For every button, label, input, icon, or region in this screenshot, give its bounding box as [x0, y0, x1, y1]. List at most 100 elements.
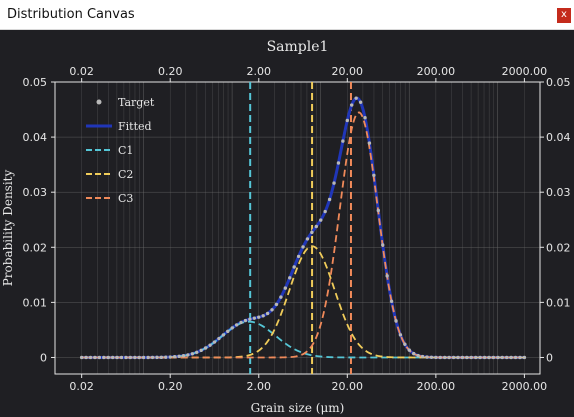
- target-point: [323, 209, 327, 214]
- target-point: [288, 276, 292, 280]
- x-tick-label-bottom: 2000.00: [502, 380, 548, 393]
- target-point: [372, 173, 376, 177]
- target-point: [177, 354, 181, 359]
- x-tick-label-bottom: 200.00: [417, 380, 456, 393]
- target-point: [261, 314, 265, 318]
- y-tick-label-left: 0.02: [23, 241, 48, 254]
- target-point: [283, 286, 288, 290]
- target-point: [292, 265, 296, 269]
- target-point: [84, 355, 88, 360]
- component-curve-c1: [81, 320, 525, 359]
- y-tick-label-left: 0.03: [23, 186, 48, 199]
- target-point: [434, 355, 438, 360]
- y-axis-label: Probability Density: [1, 170, 15, 287]
- x-tick-label-top: 2000.00: [502, 65, 548, 78]
- grid: [54, 81, 541, 374]
- target-point: [416, 353, 420, 358]
- target-point: [319, 218, 323, 222]
- x-axis-label: Grain size (μm): [251, 401, 345, 415]
- target-point: [279, 295, 283, 299]
- target-point: [314, 224, 319, 229]
- target-point: [110, 355, 115, 360]
- target-point: [168, 355, 172, 359]
- x-tick-label-top: 20.00: [332, 65, 364, 78]
- target-point: [456, 355, 460, 360]
- target-point: [257, 315, 261, 319]
- target-point: [119, 355, 124, 360]
- target-point: [363, 116, 367, 120]
- x-tick-label-top: 0.20: [158, 65, 183, 78]
- chart-title: Sample1: [267, 39, 329, 55]
- target-point: [367, 141, 372, 145]
- x-tick-label-bottom: 2.00: [247, 380, 272, 393]
- y-tick-label-right: 0.05: [546, 76, 571, 89]
- target-point: [305, 237, 310, 241]
- target-point: [350, 103, 354, 107]
- distribution-chart: Sample1 Grain size (μm) Probability Dens…: [1, 39, 571, 415]
- legend-marker-target: [96, 99, 102, 105]
- y-tick-label-left: 0.01: [23, 296, 48, 309]
- target-point: [234, 323, 239, 327]
- y-tick-label-left: 0.04: [23, 131, 48, 144]
- target-point: [358, 100, 363, 104]
- target-point: [141, 355, 146, 360]
- target-point: [482, 355, 487, 360]
- target-point: [159, 355, 164, 360]
- target-point: [155, 355, 159, 360]
- x-tick-label-top: 0.02: [69, 65, 94, 78]
- target-point: [208, 343, 212, 347]
- target-point: [128, 355, 133, 360]
- target-point: [509, 355, 513, 360]
- y-tick-label-right: 0.02: [546, 241, 571, 254]
- target-point: [478, 355, 482, 360]
- target-point: [164, 355, 168, 359]
- y-tick-label-right: 0.04: [546, 131, 571, 144]
- window-title: Distribution Canvas: [7, 7, 135, 22]
- target-point: [265, 311, 270, 316]
- target-point: [195, 350, 199, 354]
- target-point: [469, 355, 473, 360]
- x-tick-label-bottom: 0.02: [69, 380, 94, 393]
- target-point: [381, 243, 385, 247]
- target-point: [212, 340, 217, 344]
- target-point: [443, 355, 447, 360]
- legend-label-c2: C2: [118, 168, 133, 181]
- target-point: [181, 354, 186, 358]
- plot-frame: [54, 81, 541, 375]
- target-point: [345, 118, 350, 123]
- target-point: [465, 355, 469, 360]
- y-tick-label-left: 0.05: [23, 76, 48, 89]
- target-point: [239, 320, 243, 325]
- target-point: [398, 333, 403, 337]
- target-point: [133, 355, 137, 360]
- close-button[interactable]: x: [557, 8, 571, 23]
- target-point: [341, 139, 345, 143]
- target-point: [504, 355, 509, 360]
- target-point: [146, 355, 150, 360]
- target-point: [500, 355, 504, 360]
- target-point: [97, 355, 102, 360]
- component-curve-c2: [81, 245, 525, 359]
- target-point: [438, 355, 442, 360]
- target-point: [496, 355, 500, 360]
- target-point: [336, 161, 341, 165]
- target-point: [412, 351, 416, 356]
- target-point: [243, 318, 248, 323]
- legend-label-c3: C3: [118, 192, 133, 205]
- target-point: [217, 336, 221, 341]
- legend: Target Fitted C1 C2 C3: [86, 96, 155, 205]
- target-point: [150, 355, 155, 360]
- target-point: [394, 319, 398, 323]
- target-point: [301, 245, 305, 249]
- target-point: [518, 355, 522, 360]
- y-tick-label-right: 0.01: [546, 296, 571, 309]
- x-tick-label-top: 200.00: [417, 65, 456, 78]
- legend-label-c1: C1: [118, 144, 133, 157]
- target-point: [226, 329, 230, 334]
- target-point: [270, 308, 274, 312]
- target-point: [106, 355, 110, 360]
- target-point: [79, 355, 84, 360]
- target-point: [354, 96, 358, 100]
- target-point: [376, 208, 380, 213]
- target-point: [199, 348, 203, 353]
